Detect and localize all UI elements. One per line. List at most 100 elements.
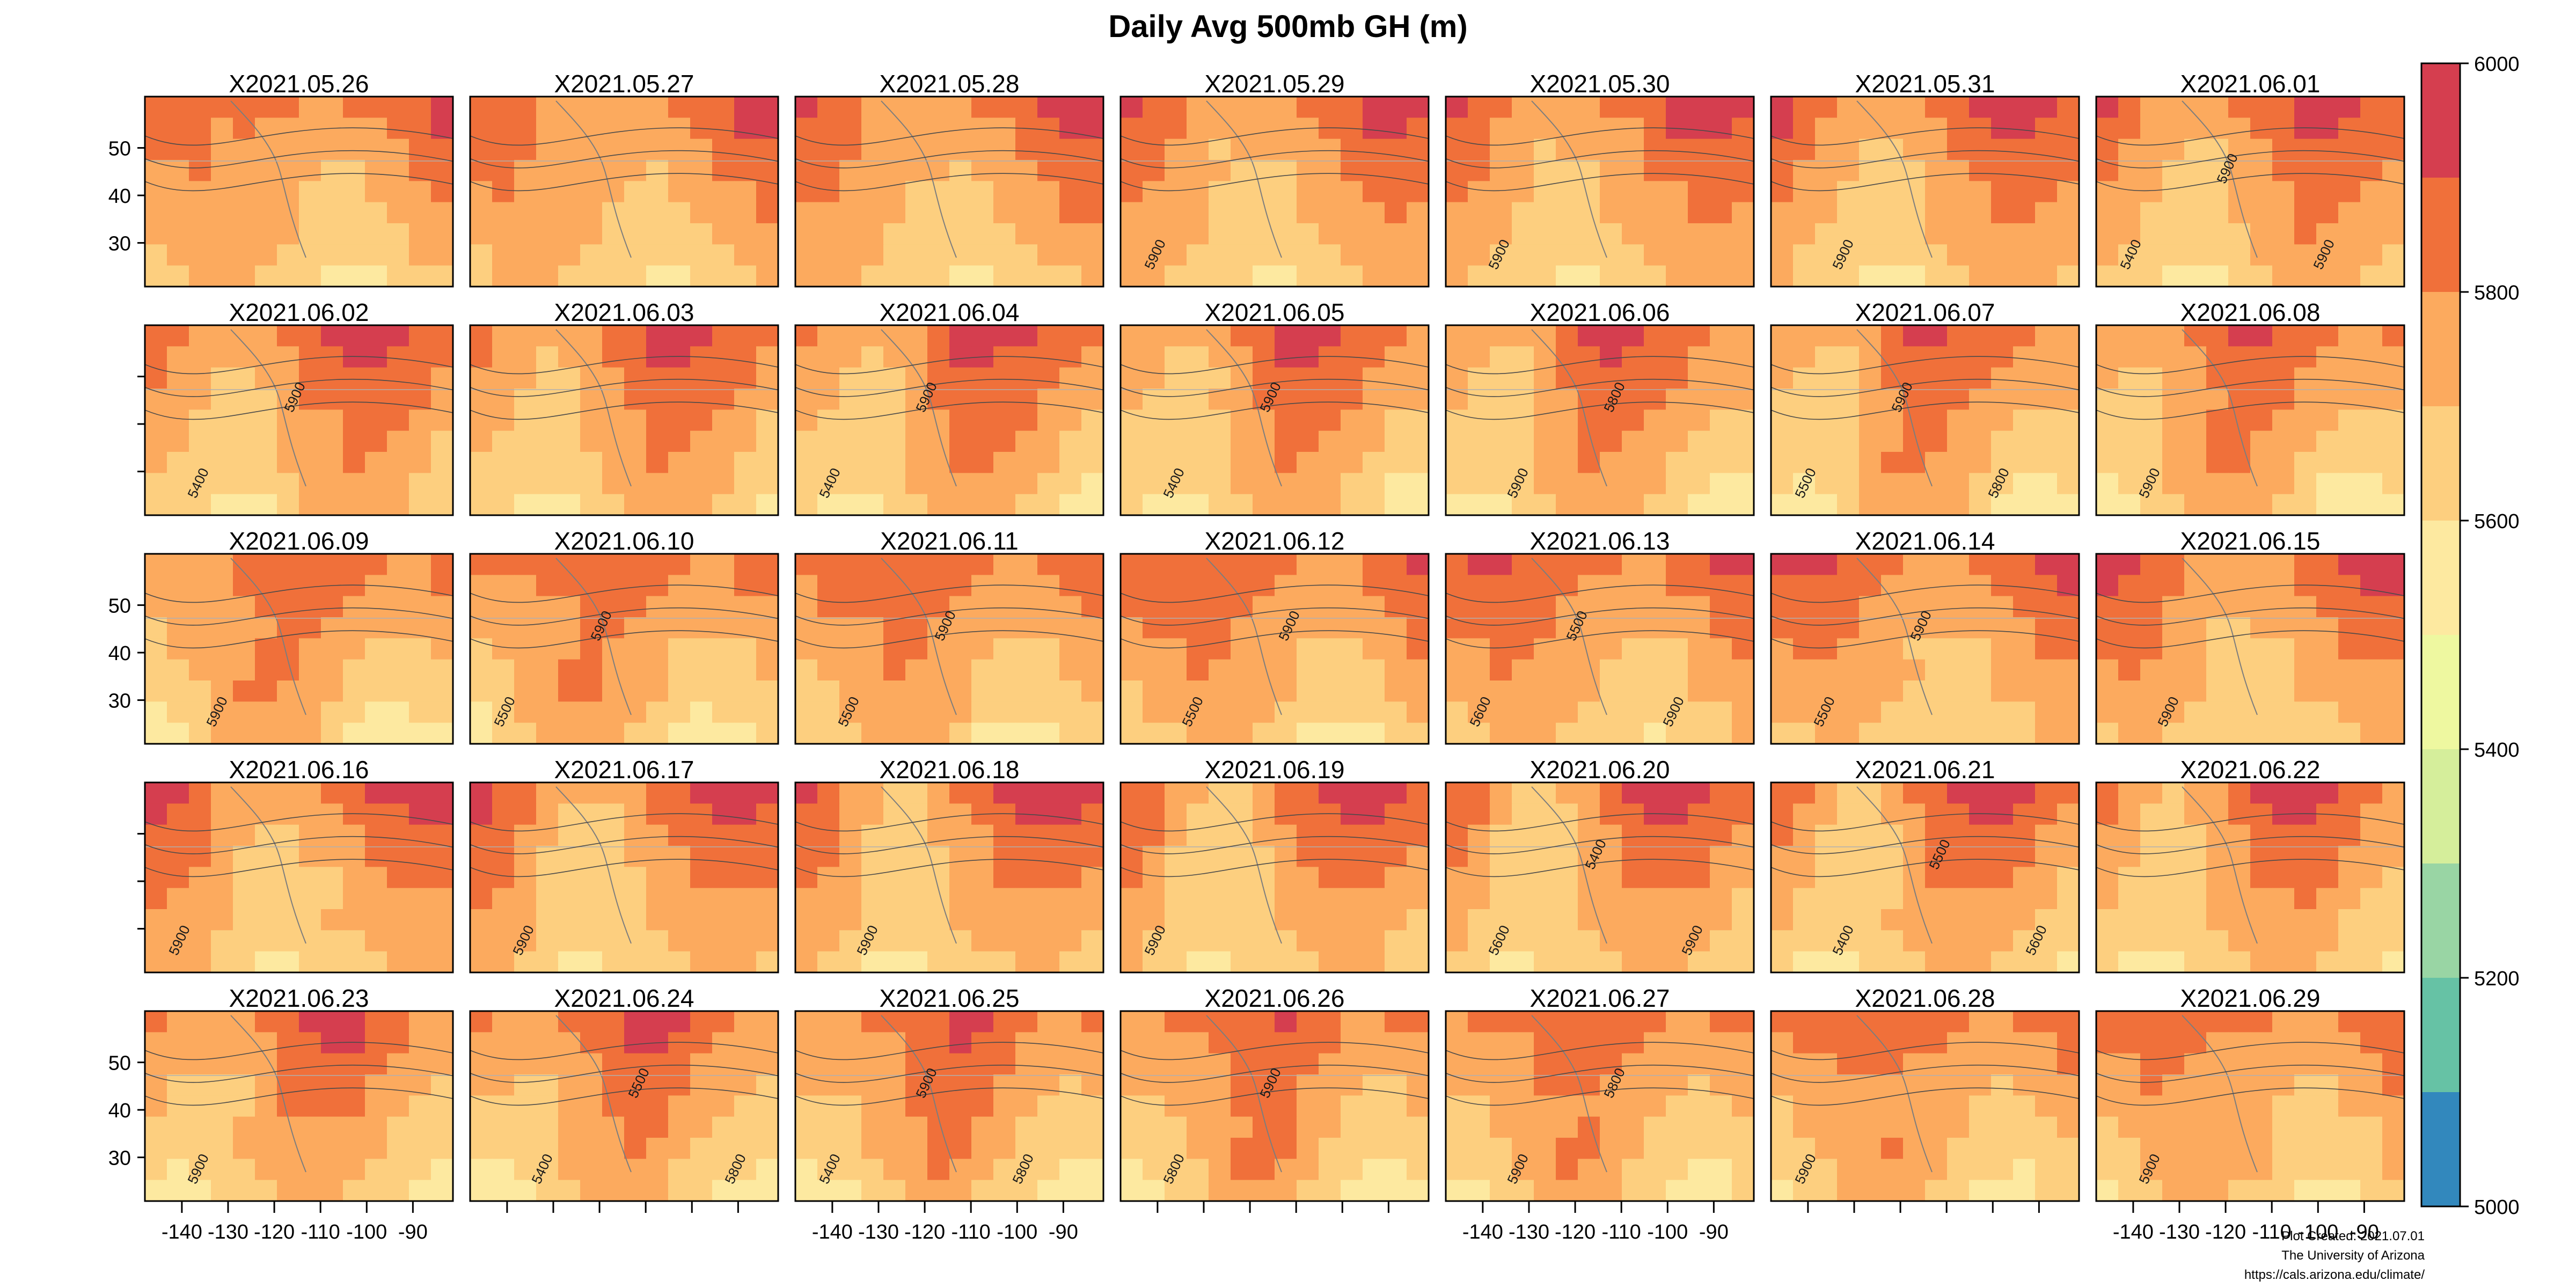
panel-cell	[343, 97, 365, 118]
panel-cell	[536, 138, 559, 160]
contour-line	[1445, 859, 1754, 877]
panel-cell	[1037, 97, 1060, 118]
panel-cell	[470, 617, 493, 639]
panel-cell	[277, 494, 299, 516]
panel-cell	[1837, 346, 1860, 368]
panel-cell	[387, 494, 409, 516]
panel-cell	[2035, 265, 2058, 287]
panel-cell	[1081, 782, 1104, 804]
panel-cell	[1081, 430, 1104, 452]
contour-line	[1445, 378, 1754, 397]
panel-cell	[1081, 803, 1104, 825]
panel-cell	[734, 951, 757, 973]
panel-cell	[2206, 782, 2229, 804]
panel-cell	[321, 930, 343, 952]
panel-cell	[514, 160, 537, 181]
panel-cell	[971, 1138, 994, 1159]
panel-cell	[1688, 554, 1710, 575]
panel-cell	[1015, 638, 1038, 660]
panel-cell	[839, 824, 862, 846]
panel-cell	[949, 346, 972, 368]
panel-cell	[1556, 782, 1578, 804]
panel-cell	[387, 265, 409, 287]
panel-cell	[1881, 389, 1904, 410]
panel-cell	[387, 138, 409, 160]
panel-cell	[1534, 1095, 1556, 1117]
panel-cell	[470, 494, 493, 516]
panel-cell	[883, 160, 906, 181]
panel-cell	[1969, 909, 1992, 931]
panel-cell	[2096, 367, 2119, 389]
panel-cell	[1512, 1053, 1534, 1075]
panel-cell	[2013, 325, 2036, 347]
panel-cell	[1059, 722, 1082, 744]
panel-cell	[1275, 846, 1297, 867]
panel-cell	[1081, 1138, 1104, 1159]
panel-cell	[1710, 1011, 1732, 1033]
panel-cell	[2057, 888, 2080, 910]
panel-cell	[321, 1095, 343, 1117]
panel-cell	[2206, 722, 2229, 744]
panel-cell	[2316, 554, 2339, 575]
panel-cell	[365, 846, 387, 867]
panel-cell	[993, 1011, 1016, 1033]
panel-cell	[492, 846, 515, 867]
panel-cell	[2338, 638, 2361, 660]
panel-cell	[1121, 554, 1143, 575]
panel-cell	[839, 1095, 862, 1117]
panel-cell	[2096, 1159, 2119, 1181]
panel-cell	[1037, 1011, 1060, 1033]
panel-cell	[883, 846, 906, 867]
panel-title: X2021.06.23	[229, 984, 369, 1012]
panel-cell	[211, 494, 233, 516]
panel-cell	[431, 409, 453, 431]
panel-cell	[1037, 846, 1060, 867]
panel-cell	[2228, 1011, 2251, 1033]
panel-cell	[1881, 97, 1904, 118]
panel-cell	[2316, 909, 2339, 931]
panel-cell	[2118, 596, 2141, 618]
panel-title: X2021.05.31	[1855, 70, 1995, 98]
panel-cell	[1143, 1074, 1165, 1096]
panel-cell	[2162, 722, 2185, 744]
panel-cell	[1837, 265, 1860, 287]
panel-cell	[1407, 1159, 1429, 1181]
panel-cell	[1732, 325, 1754, 347]
panel-cell	[734, 409, 757, 431]
panel-cell	[211, 867, 233, 889]
panel-cell	[255, 722, 277, 744]
panel-cell	[2057, 722, 2080, 744]
panel-cell	[167, 554, 189, 575]
coastline	[881, 100, 957, 258]
panel-cell	[971, 888, 994, 910]
panel-cell	[580, 1159, 603, 1181]
panel-cell	[949, 1138, 972, 1159]
contour-line	[2096, 607, 2405, 626]
panel-cell	[1771, 244, 1794, 266]
panel-cell	[949, 1011, 972, 1033]
panel-cell	[1081, 202, 1104, 224]
panel-cell	[189, 430, 211, 452]
panel-cell	[646, 554, 669, 575]
panel-cell	[905, 1116, 928, 1138]
contour-line	[1445, 607, 1754, 626]
panel-cell	[2228, 1159, 2251, 1181]
panel-cell	[839, 1116, 862, 1138]
panel-cell	[2057, 1032, 2080, 1054]
panel-cell	[277, 409, 299, 431]
panel-cell	[1319, 867, 1341, 889]
contour-line	[144, 127, 453, 146]
contour-line	[1120, 127, 1429, 146]
panel-cell	[1490, 596, 1512, 618]
panel-cell	[1600, 97, 1622, 118]
panel-cell	[2013, 680, 2036, 702]
panel-cell	[1644, 701, 1666, 723]
panel-cell	[1468, 202, 1490, 224]
panel-cell	[2206, 638, 2229, 660]
panel-cell	[1578, 202, 1600, 224]
panel-cell	[2250, 659, 2273, 681]
panel-cell	[927, 1095, 950, 1117]
panel-cell	[1688, 722, 1710, 744]
panel-cell	[1037, 1074, 1060, 1096]
panel-cell	[1253, 680, 1275, 702]
